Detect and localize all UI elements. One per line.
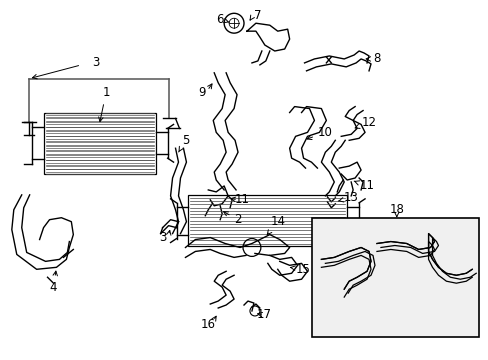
Text: 7: 7 [254, 9, 261, 22]
Text: 18: 18 [388, 203, 404, 216]
Text: 4: 4 [50, 271, 57, 294]
Text: 11: 11 [234, 193, 249, 206]
Text: 11: 11 [353, 179, 374, 193]
Bar [188, 195, 346, 247]
Text: 8: 8 [366, 53, 380, 66]
Text: 3: 3 [92, 57, 100, 69]
Text: 16: 16 [201, 318, 215, 331]
Text: 12: 12 [354, 116, 376, 129]
Text: 17: 17 [256, 309, 271, 321]
Text: 5: 5 [178, 134, 189, 152]
Bar [312, 218, 478, 337]
Text: 3: 3 [159, 231, 166, 244]
Bar [43, 113, 155, 174]
Text: 13: 13 [338, 192, 358, 204]
Text: 10: 10 [306, 126, 332, 140]
Text: 15: 15 [290, 263, 310, 276]
Text: 1: 1 [99, 86, 110, 122]
Text: 9: 9 [198, 86, 205, 99]
Text: 2: 2 [223, 212, 241, 226]
Text: 6: 6 [216, 13, 229, 26]
Text: 14: 14 [267, 215, 285, 235]
